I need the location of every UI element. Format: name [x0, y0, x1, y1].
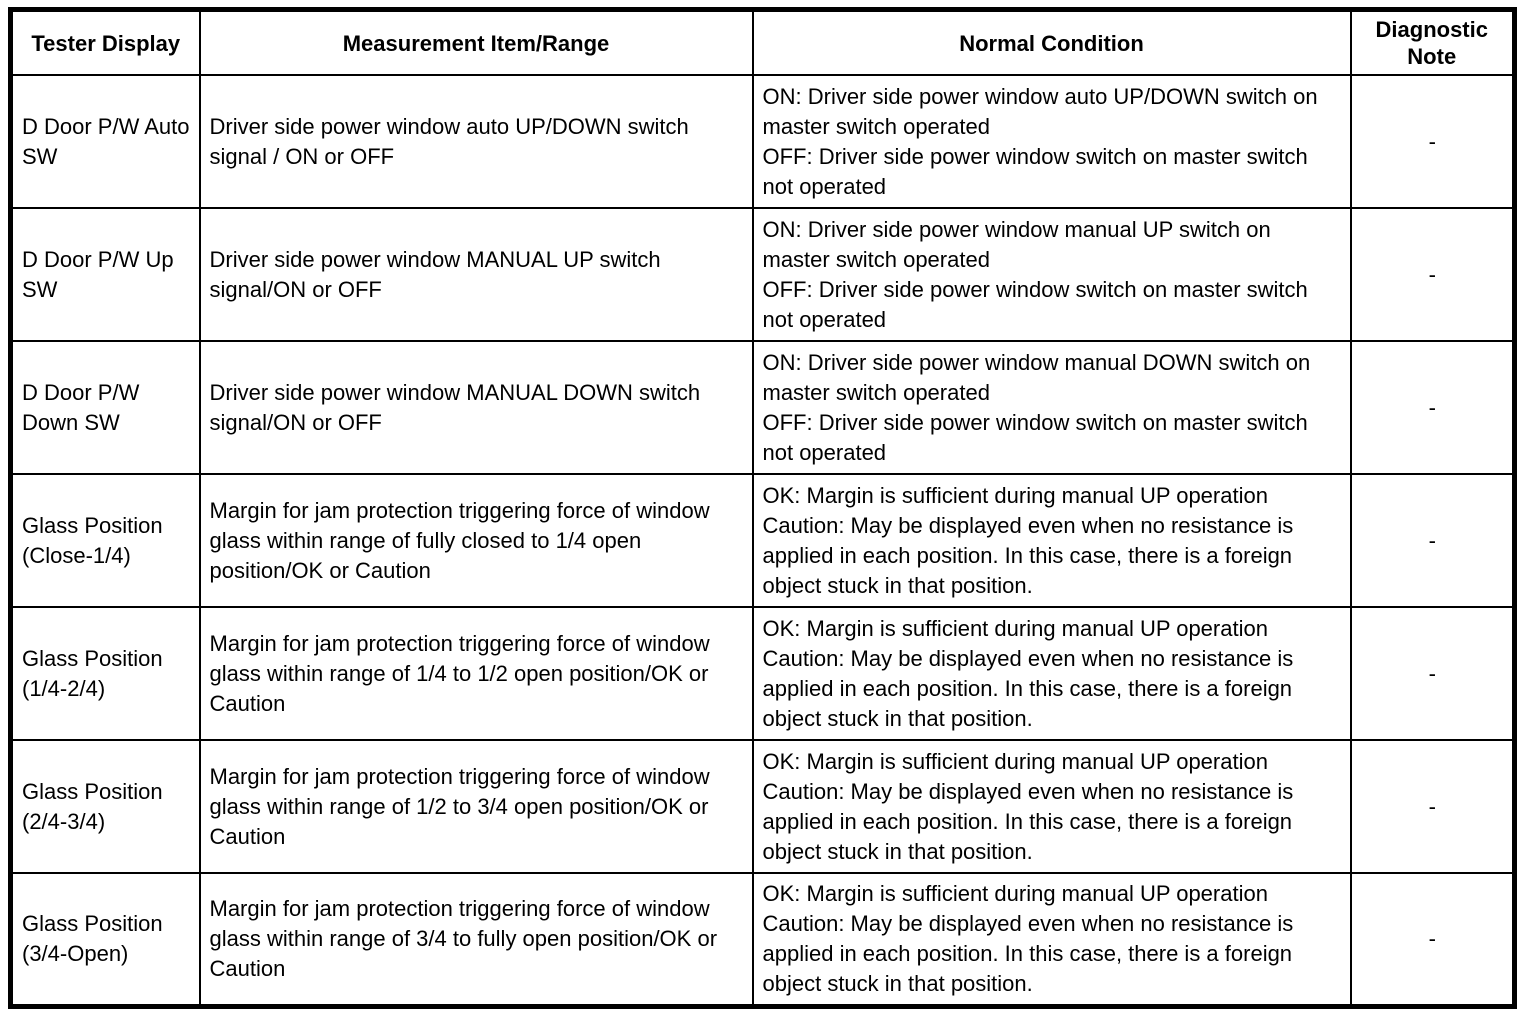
diagnostic-note-cell: -: [1349, 207, 1516, 342]
measurement-item-cell: Driver side power window MANUAL DOWN swi…: [198, 340, 754, 475]
table-row: Glass Position (Close-1/4) Margin for ja…: [9, 473, 1516, 608]
table-row: Glass Position (2/4-3/4) Margin for jam …: [9, 739, 1516, 874]
measurement-item-cell: Margin for jam protection triggering for…: [198, 872, 754, 1007]
tester-display-cell: Glass Position (2/4-3/4): [9, 739, 201, 874]
diagnostic-note-cell: -: [1349, 74, 1516, 209]
normal-condition-cell: ON: Driver side power window auto UP/DOW…: [751, 74, 1352, 209]
measurement-item-cell: Driver side power window auto UP/DOWN sw…: [198, 74, 754, 209]
tester-display-cell: D Door P/W Down SW: [9, 340, 201, 475]
diagnostic-data-table: Tester Display Measurement Item/Range No…: [8, 7, 1517, 1009]
condition-line-caution: Caution: May be displayed even when no r…: [762, 778, 1294, 864]
condition-line-on: ON: Driver side power window auto UP/DOW…: [762, 83, 1318, 139]
tester-display-cell: Glass Position (3/4-Open): [9, 872, 201, 1007]
normal-condition-cell: OK: Margin is sufficient during manual U…: [751, 872, 1352, 1007]
condition-line-off: OFF: Driver side power window switch on …: [762, 276, 1308, 332]
measurement-item-cell: Margin for jam protection triggering for…: [198, 606, 754, 741]
tester-display-cell: D Door P/W Up SW: [9, 207, 201, 342]
condition-line-caution: Caution: May be displayed even when no r…: [762, 910, 1294, 996]
condition-line-ok: OK: Margin is sufficient during manual U…: [762, 615, 1268, 641]
diagnostic-note-cell: -: [1349, 739, 1516, 874]
table-row: D Door P/W Down SW Driver side power win…: [9, 340, 1516, 475]
diagnostic-note-cell: -: [1349, 872, 1516, 1007]
table-row: Glass Position (3/4-Open) Margin for jam…: [9, 872, 1516, 1007]
normal-condition-cell: ON: Driver side power window manual UP s…: [751, 207, 1352, 342]
column-header-normal-condition: Normal Condition: [751, 8, 1352, 76]
condition-line-caution: Caution: May be displayed even when no r…: [762, 645, 1294, 731]
normal-condition-cell: OK: Margin is sufficient during manual U…: [751, 606, 1352, 741]
normal-condition-cell: ON: Driver side power window manual DOWN…: [751, 340, 1352, 475]
column-header-measurement-item: Measurement Item/Range: [198, 8, 754, 76]
condition-line-off: OFF: Driver side power window switch on …: [762, 409, 1308, 465]
condition-line-ok: OK: Margin is sufficient during manual U…: [762, 482, 1268, 508]
diagnostic-note-cell: -: [1349, 473, 1516, 608]
tester-display-cell: Glass Position (1/4-2/4): [9, 606, 201, 741]
measurement-item-cell: Margin for jam protection triggering for…: [198, 739, 754, 874]
table-row: D Door P/W Auto SW Driver side power win…: [9, 74, 1516, 209]
diagnostic-note-cell: -: [1349, 340, 1516, 475]
condition-line-off: OFF: Driver side power window switch on …: [762, 143, 1308, 199]
condition-line-on: ON: Driver side power window manual DOWN…: [762, 349, 1311, 405]
condition-line-on: ON: Driver side power window manual UP s…: [762, 216, 1271, 272]
condition-line-ok: OK: Margin is sufficient during manual U…: [762, 880, 1268, 906]
table-header-row: Tester Display Measurement Item/Range No…: [9, 8, 1516, 76]
column-header-diagnostic-note: Diagnostic Note: [1349, 8, 1516, 76]
column-header-tester-display: Tester Display: [9, 8, 201, 76]
measurement-item-cell: Driver side power window MANUAL UP switc…: [198, 207, 754, 342]
tester-display-cell: D Door P/W Auto SW: [9, 74, 201, 209]
condition-line-ok: OK: Margin is sufficient during manual U…: [762, 748, 1268, 774]
tester-display-cell: Glass Position (Close-1/4): [9, 473, 201, 608]
normal-condition-cell: OK: Margin is sufficient during manual U…: [751, 739, 1352, 874]
condition-line-caution: Caution: May be displayed even when no r…: [762, 512, 1294, 598]
table-row: D Door P/W Up SW Driver side power windo…: [9, 207, 1516, 342]
measurement-item-cell: Margin for jam protection triggering for…: [198, 473, 754, 608]
diagnostic-note-cell: -: [1349, 606, 1516, 741]
table-row: Glass Position (1/4-2/4) Margin for jam …: [9, 606, 1516, 741]
normal-condition-cell: OK: Margin is sufficient during manual U…: [751, 473, 1352, 608]
